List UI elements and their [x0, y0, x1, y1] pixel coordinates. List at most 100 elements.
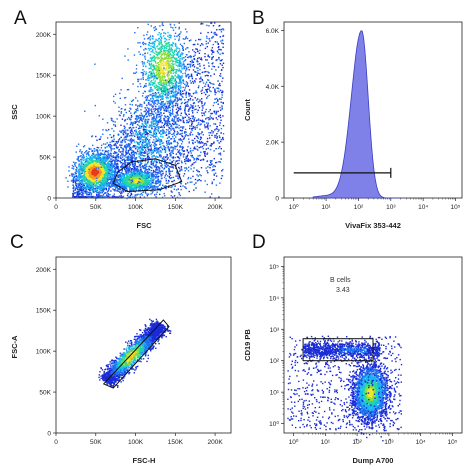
data-point — [175, 111, 178, 114]
panel-label-b: B — [252, 8, 265, 29]
data-point — [169, 127, 171, 130]
data-point — [188, 116, 190, 118]
data-point — [129, 138, 132, 141]
data-point — [88, 151, 90, 153]
data-point — [78, 173, 80, 175]
data-point — [89, 174, 92, 176]
panel-label-a: A — [14, 8, 27, 29]
data-point — [215, 128, 217, 130]
data-point — [186, 150, 189, 152]
data-point — [177, 85, 180, 87]
data-point — [218, 46, 220, 48]
data-point — [154, 147, 156, 150]
data-point — [217, 66, 220, 68]
data-point — [136, 172, 138, 175]
data-point — [129, 135, 131, 137]
data-point — [90, 157, 92, 159]
data-point — [168, 186, 170, 188]
data-point — [107, 165, 109, 167]
data-point — [82, 163, 85, 165]
data-point — [148, 103, 150, 105]
panel-label-c: C — [10, 232, 24, 253]
data-point — [207, 79, 210, 81]
data-point — [211, 159, 213, 162]
data-point — [153, 115, 155, 118]
data-point — [166, 153, 168, 156]
data-point — [206, 137, 209, 140]
data-point — [133, 184, 135, 186]
data-point — [78, 181, 80, 183]
data-point — [189, 117, 192, 120]
data-point — [72, 168, 75, 170]
data-point — [96, 170, 98, 172]
data-point — [125, 172, 128, 174]
data-point — [155, 152, 158, 154]
data-point — [199, 73, 201, 75]
data-point — [94, 167, 97, 169]
data-point — [88, 154, 90, 156]
data-point — [90, 159, 92, 161]
data-point — [222, 115, 224, 117]
data-point — [201, 109, 203, 111]
data-point — [101, 173, 103, 175]
data-point — [184, 170, 186, 172]
data-point — [195, 78, 197, 80]
data-point — [135, 196, 137, 198]
data-point — [144, 170, 146, 172]
data-point — [83, 173, 86, 175]
data-point — [104, 165, 106, 167]
data-point — [163, 156, 165, 158]
data-point — [123, 163, 126, 165]
data-point — [114, 160, 116, 162]
data-point — [75, 196, 77, 198]
data-point — [198, 85, 200, 87]
data-point — [96, 197, 98, 199]
data-point — [215, 97, 218, 100]
data-point — [90, 192, 93, 195]
data-point — [191, 115, 193, 117]
data-point — [100, 172, 103, 174]
data-point — [165, 163, 168, 165]
data-point — [95, 155, 97, 157]
data-point — [176, 148, 179, 151]
data-point — [187, 160, 190, 162]
data-point — [199, 65, 201, 67]
data-point — [206, 24, 208, 27]
data-point — [165, 182, 168, 184]
data-point — [103, 159, 105, 162]
data-point — [200, 80, 202, 83]
data-point — [198, 171, 200, 173]
data-point — [182, 117, 185, 119]
data-point — [220, 75, 222, 77]
data-point — [93, 153, 95, 155]
data-point — [107, 195, 110, 198]
data-point — [127, 196, 129, 198]
data-point — [176, 112, 178, 115]
data-point — [78, 165, 80, 168]
data-point — [176, 111, 178, 113]
data-point — [108, 185, 110, 187]
data-point — [88, 164, 90, 167]
data-point — [201, 59, 203, 61]
data-point — [144, 129, 146, 131]
data-point — [218, 142, 220, 144]
data-point — [88, 193, 91, 196]
data-point — [139, 133, 141, 135]
data-point — [107, 179, 109, 181]
data-point — [174, 83, 177, 85]
data-point — [148, 148, 150, 150]
data-point — [148, 143, 150, 145]
data-point — [145, 181, 147, 183]
data-point — [132, 146, 134, 148]
data-point — [104, 187, 106, 190]
data-point — [120, 191, 123, 193]
data-point — [103, 157, 105, 160]
data-point — [189, 97, 192, 100]
data-point — [207, 62, 210, 64]
data-point — [158, 121, 160, 124]
data-point — [102, 177, 104, 179]
data-point — [90, 167, 92, 169]
data-point — [99, 164, 102, 166]
data-point — [219, 84, 221, 87]
data-point — [197, 155, 199, 157]
